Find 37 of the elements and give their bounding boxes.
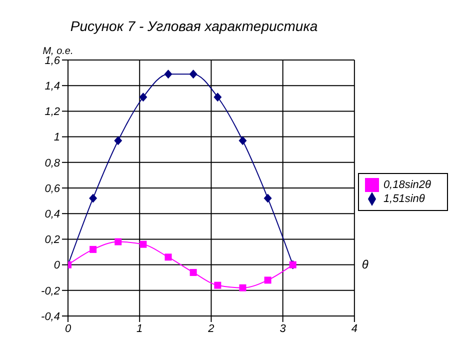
y-tick-label: 0: [54, 260, 61, 272]
chart-title: Рисунок 7 - Угловая характеристика: [69, 17, 319, 36]
x-tick-label: 0: [64, 322, 72, 335]
point: [264, 194, 272, 203]
point: [140, 240, 147, 248]
y-tick-label: 0,6: [44, 182, 61, 195]
y-tick-label: 1,4: [44, 80, 60, 93]
legend-label: 0,18sin2θ: [383, 178, 431, 191]
point: [189, 70, 198, 79]
point: [214, 282, 222, 289]
point: [214, 92, 222, 102]
point: [164, 70, 172, 79]
x-tick-label: 1: [136, 322, 143, 335]
y-axis-title: М, о.е.: [42, 46, 74, 57]
point: [139, 92, 148, 102]
x-tick-label: 3: [280, 322, 287, 335]
legend-label: 1,51sinθ: [383, 192, 425, 205]
y-tick-label: -0,4: [41, 310, 60, 323]
y-tick-label: 1,6: [44, 54, 61, 67]
point: [89, 194, 98, 203]
point: [238, 136, 247, 146]
point: [164, 254, 172, 261]
y-tick-label: -0,2: [41, 285, 60, 298]
point: [239, 284, 246, 292]
y-tick-label: 0,8: [44, 157, 61, 170]
point: [264, 276, 272, 284]
y-tick-label: 0,4: [44, 208, 60, 221]
y-tick-label: 0,2: [44, 234, 60, 246]
point: [114, 136, 122, 146]
point: [190, 268, 197, 276]
point: [90, 246, 97, 253]
y-tick-label: 1,2: [44, 106, 60, 118]
x-tick-label: 4: [351, 322, 358, 335]
x-tick-label: 2: [207, 322, 214, 335]
y-tick-label: 1: [54, 132, 60, 144]
point: [114, 238, 122, 246]
x-axis-title: θ: [362, 258, 369, 272]
